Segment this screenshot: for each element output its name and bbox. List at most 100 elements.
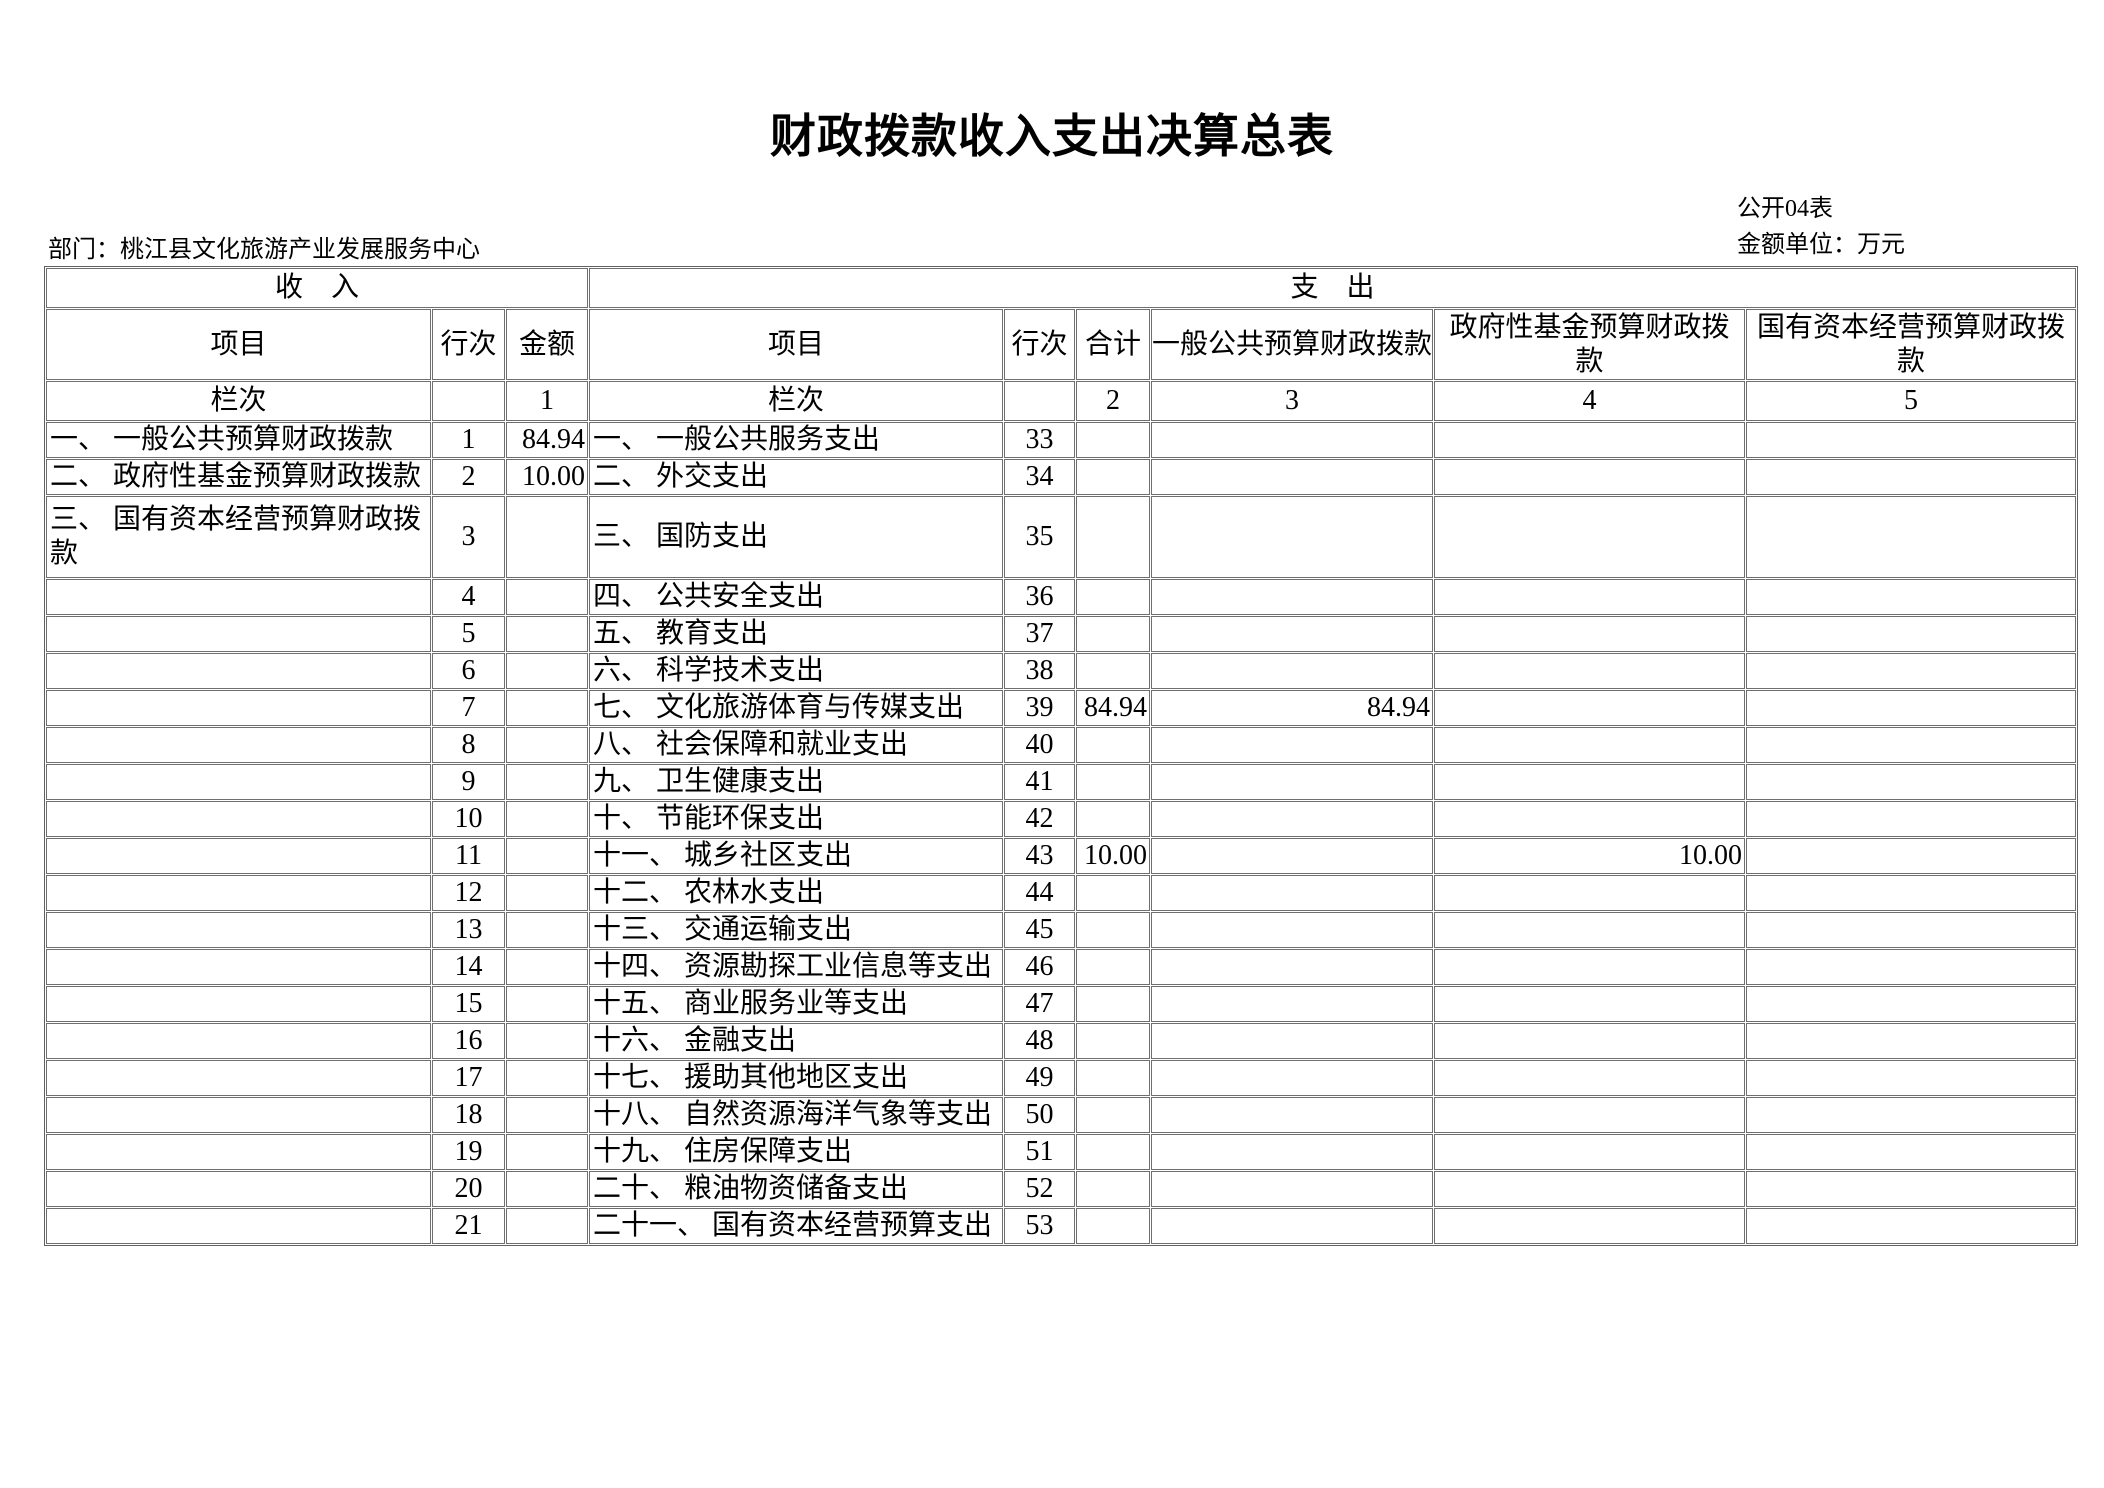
table-row: 13 十三、 交通运输支出 45 [46, 912, 2076, 948]
gov-fund-budget-cell [1434, 1134, 1745, 1170]
expense-total-cell [1076, 801, 1150, 837]
gov-fund-budget-cell [1434, 422, 1745, 458]
state-capital-budget-cell [1746, 1060, 2076, 1096]
expense-item-cell: 九、 卫生健康支出 [589, 764, 1003, 800]
expense-total-cell [1076, 459, 1150, 495]
table-body: 一、 一般公共预算财政拨款 1 84.94 一、 一般公共服务支出 33 二、 政府性基金… [46, 422, 2076, 1244]
table-row: 一、 一般公共预算财政拨款 1 84.94 一、 一般公共服务支出 33 [46, 422, 2076, 458]
income-amount-cell [506, 801, 588, 837]
expense-item-cell: 十九、 住房保障支出 [589, 1134, 1003, 1170]
state-capital-budget-cell [1746, 422, 2076, 458]
expense-total-cell [1076, 496, 1150, 578]
page-title: 财政拨款收入支出决算总表 [770, 111, 1334, 162]
general-public-budget-cell [1151, 801, 1433, 837]
income-line-no-cell: 2 [432, 459, 505, 495]
income-line-no-cell: 10 [432, 801, 505, 837]
income-amount-cell [506, 727, 588, 763]
general-public-budget-cell [1151, 875, 1433, 911]
column-index-4: 4 [1434, 381, 1745, 421]
expense-line-no-cell: 44 [1004, 875, 1075, 911]
expense-section-header: 支 出 [589, 268, 2076, 308]
gov-fund-budget-cell [1434, 764, 1745, 800]
table-row: 16 十六、 金融支出 48 [46, 1023, 2076, 1059]
table-row: 14 十四、 资源勘探工业信息等支出 46 [46, 949, 2076, 985]
income-item-cell [46, 1171, 431, 1207]
table-row: 4 四、 公共安全支出 36 [46, 579, 2076, 615]
expense-line-no-cell: 35 [1004, 496, 1075, 578]
expense-total-cell [1076, 1060, 1150, 1096]
gov-fund-budget-cell [1434, 1060, 1745, 1096]
gov-fund-budget-cell [1434, 875, 1745, 911]
expense-total-cell [1076, 912, 1150, 948]
state-capital-budget-cell [1746, 1097, 2076, 1133]
general-public-budget-cell [1151, 422, 1433, 458]
expense-line-no-cell: 51 [1004, 1134, 1075, 1170]
state-capital-budget-cell [1746, 690, 2076, 726]
state-capital-budget-cell [1746, 616, 2076, 652]
income-lanci-blank [432, 381, 505, 421]
general-public-budget-cell [1151, 1060, 1433, 1096]
state-capital-budget-cell [1746, 1134, 2076, 1170]
unit-label: 金额单位：万元 [1737, 232, 1905, 258]
table-row: 11 十一、 城乡社区支出 43 10.00 10.00 [46, 838, 2076, 874]
expense-item-header: 项目 [589, 309, 1003, 380]
expense-line-no-cell: 52 [1004, 1171, 1075, 1207]
general-public-budget-cell [1151, 1023, 1433, 1059]
expense-item-cell: 十二、 农林水支出 [589, 875, 1003, 911]
income-amount-header: 金额 [506, 309, 588, 380]
state-capital-budget-cell [1746, 579, 2076, 615]
expense-total-cell [1076, 579, 1150, 615]
expense-line-no-header: 行次 [1004, 309, 1075, 380]
department-label: 部门：桃江县文化旅游产业发展服务中心 [48, 237, 480, 263]
fiscal-summary-table: 收 入 支 出 项目 行次 金额 项目 行次 合计 一般公共预算财政拨款 政府性… [44, 266, 2078, 1246]
state-capital-budget-cell [1746, 459, 2076, 495]
income-line-no-header: 行次 [432, 309, 505, 380]
expense-total-cell [1076, 727, 1150, 763]
expense-item-cell: 二十、 粮油物资储备支出 [589, 1171, 1003, 1207]
income-amount-cell [506, 690, 588, 726]
expense-item-cell: 四、 公共安全支出 [589, 579, 1003, 615]
income-amount-cell [506, 579, 588, 615]
gov-fund-budget-cell [1434, 949, 1745, 985]
table-row: 5 五、 教育支出 37 [46, 616, 2076, 652]
expense-lanci-blank [1004, 381, 1075, 421]
expense-item-cell: 八、 社会保障和就业支出 [589, 727, 1003, 763]
income-section-header: 收 入 [46, 268, 588, 308]
general-public-budget-cell [1151, 727, 1433, 763]
expense-item-cell: 一、 一般公共服务支出 [589, 422, 1003, 458]
general-public-budget-cell [1151, 986, 1433, 1022]
state-capital-budget-cell [1746, 1171, 2076, 1207]
expense-line-no-cell: 34 [1004, 459, 1075, 495]
table-row: 6 六、 科学技术支出 38 [46, 653, 2076, 689]
expense-item-cell: 七、 文化旅游体育与传媒支出 [589, 690, 1003, 726]
general-public-budget-cell [1151, 764, 1433, 800]
general-public-budget-cell [1151, 616, 1433, 652]
expense-line-no-cell: 53 [1004, 1208, 1075, 1244]
expense-total-cell [1076, 1134, 1150, 1170]
income-line-no-cell: 19 [432, 1134, 505, 1170]
income-item-cell [46, 579, 431, 615]
general-public-budget-cell [1151, 496, 1433, 578]
general-public-budget-cell [1151, 949, 1433, 985]
expense-item-cell: 二、 外交支出 [589, 459, 1003, 495]
income-item-cell [46, 838, 431, 874]
income-item-cell: 一、 一般公共预算财政拨款 [46, 422, 431, 458]
expense-line-no-cell: 40 [1004, 727, 1075, 763]
income-item-cell [46, 949, 431, 985]
income-amount-cell [506, 496, 588, 578]
expense-line-no-cell: 39 [1004, 690, 1075, 726]
expense-line-no-cell: 36 [1004, 579, 1075, 615]
expense-total-cell [1076, 986, 1150, 1022]
income-line-no-cell: 11 [432, 838, 505, 874]
expense-item-cell: 十五、 商业服务业等支出 [589, 986, 1003, 1022]
income-line-no-cell: 4 [432, 579, 505, 615]
expense-line-no-cell: 50 [1004, 1097, 1075, 1133]
income-item-cell [46, 1060, 431, 1096]
state-capital-budget-cell [1746, 912, 2076, 948]
general-public-budget-cell: 84.94 [1151, 690, 1433, 726]
state-capital-budget-header: 国有资本经营预算财政拨 款 [1746, 309, 2076, 380]
gov-fund-budget-cell [1434, 912, 1745, 948]
expense-total-cell [1076, 422, 1150, 458]
table-row: 7 七、 文化旅游体育与传媒支出 39 84.94 84.94 [46, 690, 2076, 726]
general-public-budget-cell [1151, 1097, 1433, 1133]
